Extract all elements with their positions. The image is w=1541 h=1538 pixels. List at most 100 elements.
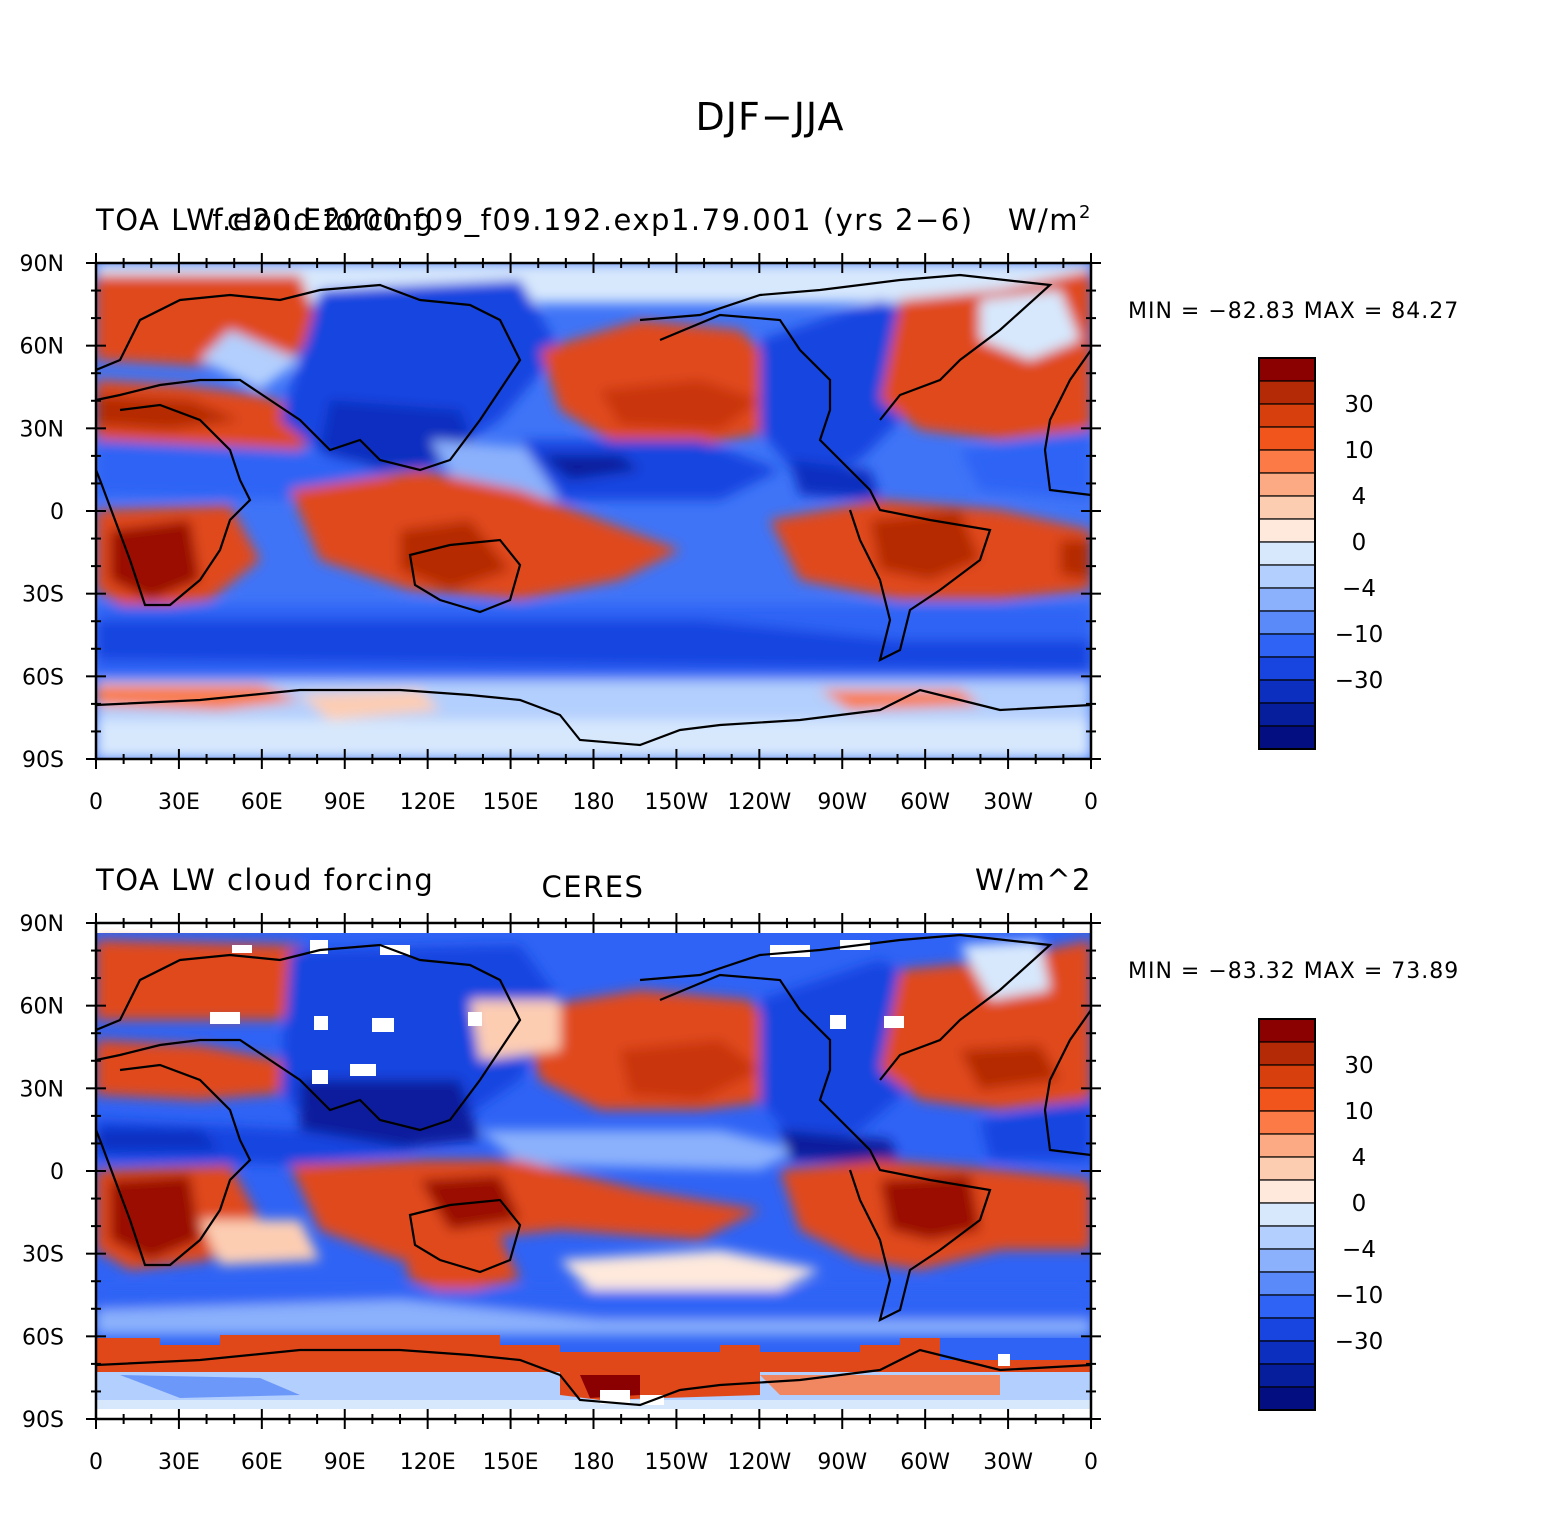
panel-observations: TOA LW cloud forcing CERES W/m^2 xyxy=(20,863,1459,1475)
colorbar-label: −30 xyxy=(1335,668,1384,694)
colorbar-frame xyxy=(1258,1018,1316,1411)
lon-tick-label: 150E xyxy=(483,790,539,815)
lon-tick-label: 90E xyxy=(324,1450,366,1475)
colorbar-swatch xyxy=(1258,1317,1316,1342)
panel-model: TOA LW cloud forcing f.e20.E2000.f09_f09… xyxy=(20,202,1459,815)
panel-1-units: W/m2 xyxy=(1008,202,1092,237)
colorbar-label: −30 xyxy=(1335,1329,1384,1355)
colorbar-swatch xyxy=(1258,702,1316,727)
colorbar-label: 10 xyxy=(1344,1099,1373,1125)
lat-tick-label: 30N xyxy=(20,417,64,442)
lat-tick-label: 90N xyxy=(20,252,64,277)
colorbar-swatch xyxy=(1258,1018,1316,1043)
lat-tick-label: 60N xyxy=(20,995,64,1020)
colorbar-swatch xyxy=(1258,610,1316,635)
colorbar-swatch xyxy=(1258,1179,1316,1204)
colorbar-swatch xyxy=(1258,633,1316,658)
lat-tick-label: 30N xyxy=(20,1077,64,1102)
colorbar-swatch xyxy=(1258,449,1316,474)
lon-tick-label: 180 xyxy=(573,790,615,815)
colorbar-swatch xyxy=(1258,541,1316,566)
panel-2-axes: 90N 60N 30N 0 30S 60S 90S 0 30E 60E 90E 120E 150E 180… xyxy=(20,912,1101,1475)
colorbar-swatch xyxy=(1258,403,1316,428)
colorbar-swatch xyxy=(1258,472,1316,497)
colorbar-label: −4 xyxy=(1342,1237,1376,1263)
colorbar-swatch xyxy=(1258,725,1316,750)
lon-tick-label: 150W xyxy=(645,1450,709,1475)
colorbar-label: −10 xyxy=(1335,1283,1384,1309)
panel-1-axes: 90N 60N 30N 0 30S 60S 90S 0 30E 60E 90E 120E 150E 180… xyxy=(20,252,1101,815)
lon-tick-label: 60E xyxy=(241,790,283,815)
lat-tick-label: 60S xyxy=(22,1325,64,1350)
lon-tick-label: 60W xyxy=(900,790,950,815)
colorbar-label: 0 xyxy=(1352,1191,1367,1217)
panel-2-map xyxy=(96,923,1091,1419)
lat-tick-label: 30S xyxy=(22,1243,64,1268)
lon-tick-label: 150W xyxy=(645,790,709,815)
lon-tick-label: 0 xyxy=(1084,790,1098,815)
panel-1-units-exponent: 2 xyxy=(1079,202,1092,223)
lon-tick-label: 90W xyxy=(817,1450,867,1475)
colorbar-swatch xyxy=(1258,564,1316,589)
lat-tick-label: 60S xyxy=(22,665,64,690)
lon-tick-label: 30E xyxy=(158,1450,200,1475)
colorbar-swatch xyxy=(1258,518,1316,543)
colorbar-swatch xyxy=(1258,1133,1316,1158)
lon-tick-label: 120W xyxy=(727,790,791,815)
colorbar-swatch xyxy=(1258,357,1316,382)
lat-tick-label: 0 xyxy=(50,1160,64,1185)
lon-tick-label: 120E xyxy=(400,790,456,815)
colorbar-label: 10 xyxy=(1344,438,1373,464)
colorbar-swatch xyxy=(1258,380,1316,405)
panel-2-units: W/m^2 xyxy=(975,863,1092,897)
panel-1-units-base: W/m xyxy=(1008,203,1079,237)
lon-tick-label: 30W xyxy=(983,790,1033,815)
colorbar-swatch xyxy=(1258,1225,1316,1250)
colorbar-label: 30 xyxy=(1344,1053,1373,1079)
colorbar-swatch xyxy=(1258,495,1316,520)
colorbar-label: 4 xyxy=(1352,484,1367,510)
panel-1-coastlines xyxy=(96,273,1091,747)
colorbar-swatch xyxy=(1258,1110,1316,1135)
colorbar-swatch xyxy=(1258,1363,1316,1388)
lat-tick-label: 90N xyxy=(20,912,64,937)
colorbar-swatch xyxy=(1258,1087,1316,1112)
lon-tick-label: 60E xyxy=(241,1450,283,1475)
colorbar-swatch xyxy=(1258,587,1316,612)
colorbar-swatch xyxy=(1258,1386,1316,1411)
colorbar-label: 0 xyxy=(1352,530,1367,556)
colorbar-swatch xyxy=(1258,1202,1316,1227)
colorbar-swatch xyxy=(1258,679,1316,704)
lon-tick-label: 0 xyxy=(1084,1450,1098,1475)
colorbar-swatch xyxy=(1258,1271,1316,1296)
colorbar-swatch xyxy=(1258,1156,1316,1181)
lon-tick-label: 150E xyxy=(483,1450,539,1475)
panel-1-colorbar: 30 10 4 0 −4 −10 −30 xyxy=(1258,357,1384,750)
lat-tick-label: 90S xyxy=(22,748,64,773)
colorbar-swatch xyxy=(1258,1041,1316,1066)
lat-tick-label: 90S xyxy=(22,1408,64,1433)
colorbar-swatch xyxy=(1258,426,1316,451)
lon-tick-label: 30E xyxy=(158,790,200,815)
lon-tick-label: 90E xyxy=(324,790,366,815)
colorbar-label: −10 xyxy=(1335,622,1384,648)
lon-tick-label: 0 xyxy=(89,790,103,815)
lat-tick-label: 0 xyxy=(50,500,64,525)
panel-1-left-text: TOA LW cloud forcing xyxy=(95,203,434,237)
colorbar-label: −4 xyxy=(1342,576,1376,602)
colorbar-swatch xyxy=(1258,1294,1316,1319)
panel-1-map xyxy=(96,263,1091,759)
colorbar-label: 30 xyxy=(1344,392,1373,418)
colorbar-swatch xyxy=(1258,1064,1316,1089)
lat-tick-label: 60N xyxy=(20,335,64,360)
colorbar-swatch xyxy=(1258,1340,1316,1365)
panel-2-left-text: TOA LW cloud forcing xyxy=(95,863,434,897)
lat-tick-label: 30S xyxy=(22,583,64,608)
colorbar-label: 4 xyxy=(1352,1145,1367,1171)
figure-title: DJF−JJA xyxy=(696,95,845,139)
lon-tick-label: 120E xyxy=(400,1450,456,1475)
panel-1-case-name: f.e20.E2000.f09_f09.192.exp1.79.001 (yrs… xyxy=(212,203,973,237)
lon-tick-label: 0 xyxy=(89,1450,103,1475)
panel-2-min-max: MIN = −83.32 MAX = 73.89 xyxy=(1128,959,1459,984)
